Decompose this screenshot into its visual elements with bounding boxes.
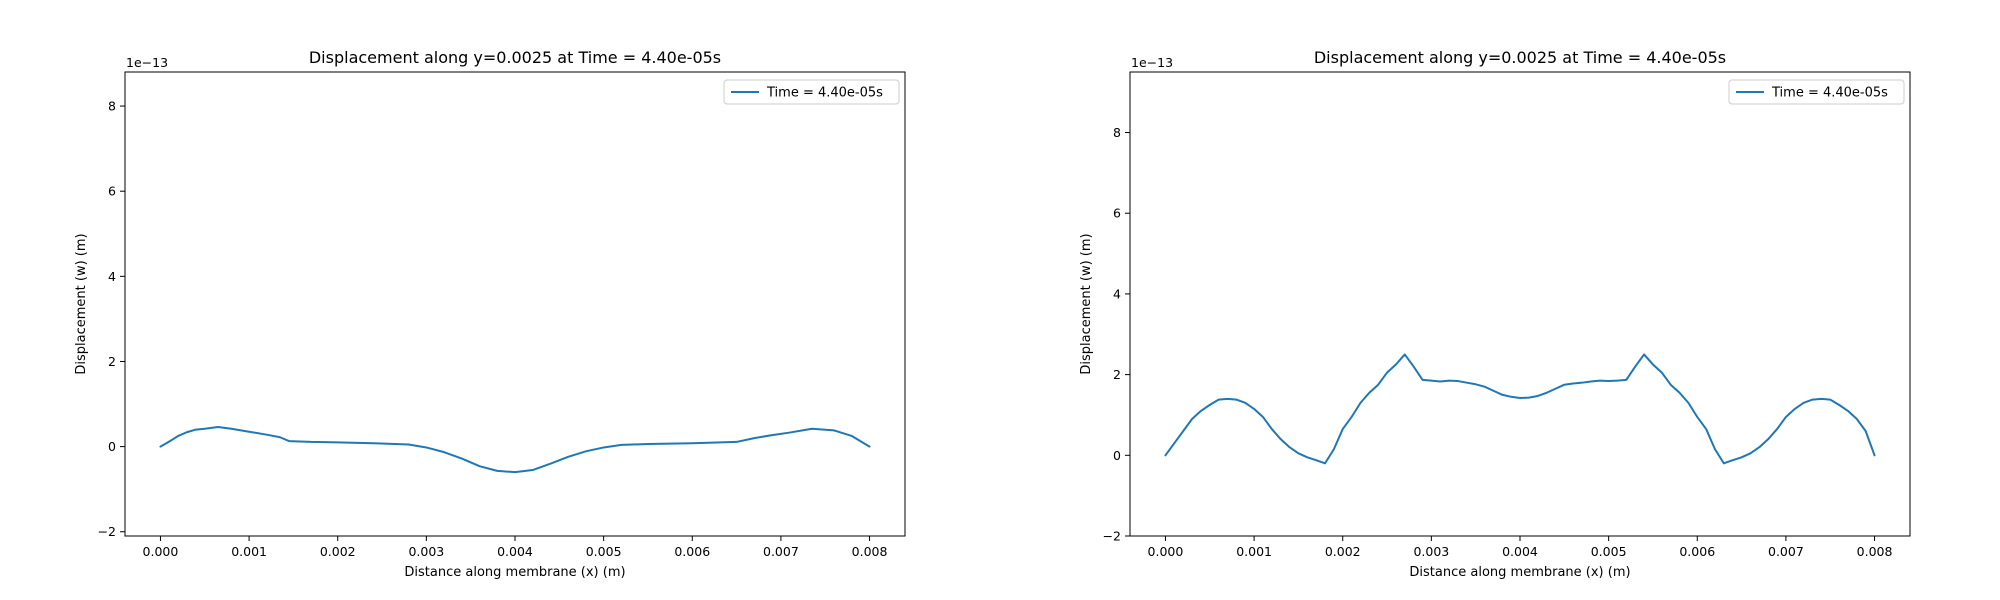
y-tick-label: −2 bbox=[98, 524, 116, 539]
x-tick-label: 0.007 bbox=[1768, 544, 1804, 559]
chart-left: Displacement along y=0.0025 at Time = 4.… bbox=[74, 48, 906, 580]
chart-right-legend-box bbox=[1728, 79, 1905, 105]
chart-left-y-ticks: −2 0 2 4 6 8 bbox=[98, 99, 125, 539]
y-tick-label: 4 bbox=[108, 269, 116, 284]
x-tick-label: 0.006 bbox=[674, 544, 710, 559]
y-tick-label: 8 bbox=[108, 99, 116, 114]
x-tick-label: 0.003 bbox=[1413, 544, 1449, 559]
y-tick-label: 6 bbox=[1113, 206, 1121, 221]
chart-left-y-axis-label: Displacement (w) (m) bbox=[74, 233, 89, 374]
y-tick-label: 2 bbox=[108, 354, 116, 369]
x-tick-label: 0.000 bbox=[143, 544, 179, 559]
chart-right-series-line bbox=[1164, 353, 1876, 465]
x-tick-label: 0.005 bbox=[1591, 544, 1627, 559]
x-tick-label: 0.002 bbox=[320, 544, 356, 559]
y-tick-label: 6 bbox=[108, 184, 116, 199]
chart-right-y-ticks: −2 0 2 4 6 8 bbox=[1103, 125, 1130, 544]
x-tick-label: 0.002 bbox=[1325, 544, 1361, 559]
chart-left-legend: Time = 4.40e-05s bbox=[723, 79, 900, 105]
x-tick-label: 0.000 bbox=[1148, 544, 1184, 559]
y-tick-label: −2 bbox=[1103, 529, 1121, 544]
chart-right-axes-frame bbox=[1129, 71, 1911, 537]
chart-left-x-ticks: 0.000 0.001 0.002 0.003 0.004 0.005 0.006 0.007… bbox=[143, 536, 888, 559]
x-tick-label: 0.001 bbox=[231, 544, 267, 559]
y-tick-label: 8 bbox=[1113, 125, 1121, 140]
chart-left-title: Displacement along y=0.0025 at Time = 4.… bbox=[309, 48, 721, 67]
chart-left-y-offset: 1e−13 bbox=[126, 55, 168, 70]
y-tick-label: 2 bbox=[1113, 367, 1121, 382]
x-tick-label: 0.004 bbox=[1502, 544, 1538, 559]
chart-left-legend-box bbox=[723, 79, 900, 105]
x-tick-label: 0.001 bbox=[1236, 544, 1272, 559]
y-tick-label: 0 bbox=[1113, 448, 1121, 463]
chart-right-legend-label: Time = 4.40e-05s bbox=[1771, 86, 1888, 101]
x-tick-label: 0.007 bbox=[763, 544, 799, 559]
x-tick-label: 0.005 bbox=[586, 544, 622, 559]
chart-right-x-ticks: 0.000 0.001 0.002 0.003 0.004 0.005 0.006 0.007… bbox=[1148, 536, 1893, 559]
chart-right-y-offset: 1e−13 bbox=[1131, 55, 1173, 70]
x-tick-label: 0.004 bbox=[497, 544, 533, 559]
chart-left-axes-frame bbox=[124, 71, 906, 537]
chart-right: Displacement along y=0.0025 at Time = 4.… bbox=[1079, 48, 1911, 580]
y-tick-label: 4 bbox=[1113, 286, 1121, 301]
x-tick-label: 0.008 bbox=[852, 544, 888, 559]
x-tick-label: 0.008 bbox=[1857, 544, 1893, 559]
y-tick-label: 0 bbox=[108, 439, 116, 454]
chart-left-series-line bbox=[159, 426, 871, 474]
chart-right-x-axis-label: Distance along membrane (x) (m) bbox=[1409, 565, 1630, 580]
chart-right-legend: Time = 4.40e-05s bbox=[1728, 79, 1905, 105]
chart-right-title: Displacement along y=0.0025 at Time = 4.… bbox=[1314, 48, 1726, 67]
chart-left-legend-label: Time = 4.40e-05s bbox=[766, 86, 883, 101]
x-tick-label: 0.006 bbox=[1679, 544, 1715, 559]
x-tick-label: 0.003 bbox=[408, 544, 444, 559]
chart-right-y-axis-label: Displacement (w) (m) bbox=[1079, 233, 1094, 374]
chart-left-x-axis-label: Distance along membrane (x) (m) bbox=[404, 565, 625, 580]
